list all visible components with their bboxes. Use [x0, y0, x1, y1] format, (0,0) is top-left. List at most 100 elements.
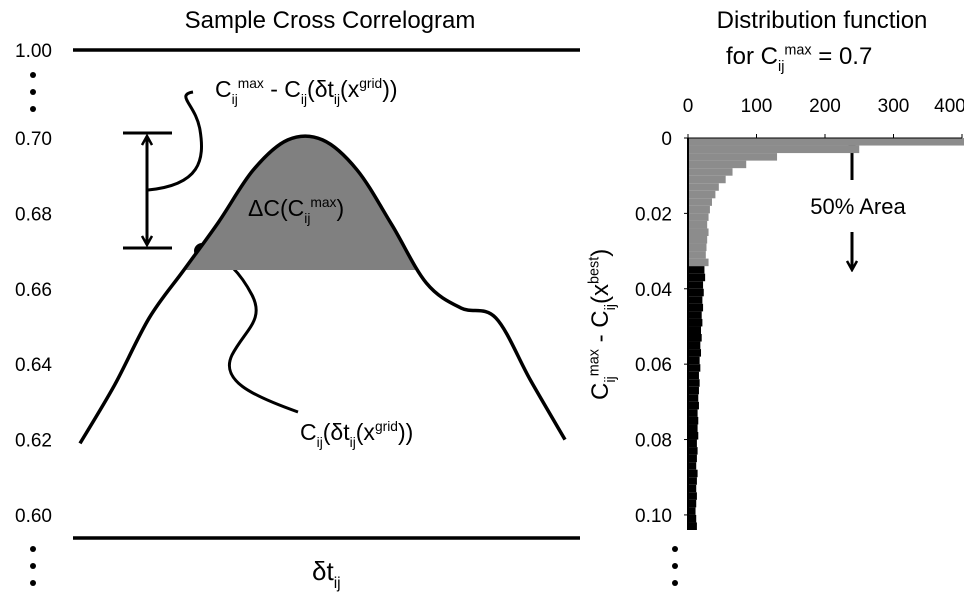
histogram-bar	[688, 514, 697, 523]
histogram-bar	[688, 296, 703, 304]
histogram-bar	[688, 492, 697, 500]
annotation: ΔC(Cijmax)	[248, 195, 344, 226]
y-axis-label-part: (x	[587, 284, 614, 304]
histogram-bar	[688, 303, 704, 312]
histogram-bar	[688, 454, 697, 463]
y-axis-label-group: Cijmax - Cij(xbest)	[586, 249, 619, 400]
histogram-bar	[688, 364, 701, 372]
y-axis-label-part: )	[587, 249, 614, 257]
histogram-bar	[688, 432, 699, 440]
annotation: Cij(δtij(xgrid))	[300, 419, 413, 450]
histogram-bar	[688, 220, 708, 229]
y-axis-label-part: - C	[587, 310, 614, 349]
histogram-bar	[688, 281, 704, 289]
y-tick-label: 0.68	[15, 204, 52, 225]
y-axis-label-part: ij	[603, 376, 619, 382]
histogram-bar	[688, 273, 706, 282]
y-axis-label-part: C	[587, 383, 614, 400]
x-tick-label: 400	[934, 96, 964, 117]
chart-subtitle: for Cijmax = 0.7	[726, 42, 872, 75]
histogram-bar	[688, 371, 699, 380]
histogram-bar	[688, 311, 702, 319]
histogram-bar	[688, 326, 702, 334]
annotation-part: ΔC(C	[248, 195, 304, 221]
annotation-part: ))	[398, 419, 413, 445]
annotation: 50% Area	[810, 194, 906, 219]
y-tick-label: 0.64	[15, 355, 52, 376]
y-axis-label-part: ij	[603, 304, 619, 310]
histogram-bar	[688, 228, 709, 236]
histogram-bar	[688, 213, 709, 221]
histogram-bar	[688, 469, 698, 478]
y-tick-label: 0.08	[635, 431, 672, 452]
axis-break-dots	[30, 72, 678, 586]
annotation-part: (δt	[323, 419, 350, 445]
y-tick-label: 0.06	[635, 355, 672, 376]
histogram-bar	[688, 447, 698, 455]
histogram-bar	[688, 349, 702, 357]
x-axis-label-part: δt	[312, 556, 334, 586]
histogram-bar	[688, 145, 860, 154]
histogram-bar	[688, 416, 699, 425]
histogram-bar	[688, 499, 697, 508]
histogram-bar	[688, 183, 719, 191]
x-tick-label: 200	[809, 96, 841, 117]
annotation-part: grid	[375, 419, 398, 434]
annotation-part: ij	[334, 92, 340, 107]
annotation-part: )	[336, 195, 344, 221]
histogram-bar	[688, 477, 697, 485]
correlogram-curve	[78, 134, 567, 445]
histogram-bar	[688, 522, 697, 530]
histogram-bar	[688, 507, 696, 515]
histogram-bar	[688, 386, 699, 395]
histogram-bar	[688, 251, 706, 259]
x-tick-label: 0	[683, 96, 694, 117]
annotation-part: (x	[356, 419, 376, 445]
y-tick-label: 1.00	[15, 41, 52, 62]
chart-subtitle-part: for C	[726, 43, 778, 70]
chart-title: Sample Cross Correlogram	[185, 7, 476, 34]
histogram-bar	[688, 401, 699, 410]
y-axis-label-part: best	[586, 257, 602, 284]
y-axis-label: Cijmax - Cij(xbest)	[586, 249, 619, 400]
annotation: Cijmax - Cij(δtij(xgrid))	[215, 76, 398, 107]
histogram-bar	[688, 424, 698, 432]
x-tick-label: 100	[741, 96, 773, 117]
y-axis-label-part: max	[586, 348, 602, 376]
histogram-bar	[688, 484, 697, 493]
annotation-part: ij	[350, 435, 356, 450]
annotation-part: grid	[359, 76, 382, 91]
histogram-bar	[688, 409, 698, 417]
histogram-bar	[688, 288, 704, 297]
annotation-part: ij	[232, 92, 238, 107]
chart-subtitle-part: = 0.7	[812, 43, 873, 70]
histogram-bar	[688, 190, 716, 199]
histogram-bar	[688, 341, 701, 350]
y-tick-label: 0	[661, 129, 672, 150]
y-tick-label: 0.04	[635, 280, 672, 301]
shaded-area	[183, 136, 418, 270]
chart-subtitle-part: max	[784, 42, 812, 58]
x-axis-label: δtij	[312, 556, 341, 592]
histogram-bar	[688, 236, 708, 244]
y-tick-label: 0.02	[635, 204, 672, 225]
histogram-bar	[688, 439, 697, 448]
histogram-bar	[688, 462, 697, 470]
annotation-part: max	[310, 195, 336, 210]
annotation-part: C	[215, 76, 232, 102]
chart-title: Distribution function	[717, 7, 928, 34]
y-tick-label: 0.66	[15, 280, 52, 301]
annotation-part: (x	[340, 76, 360, 102]
histogram-bar	[688, 160, 747, 169]
y-tick-label: 0.60	[15, 506, 52, 527]
annotation-part: ))	[382, 76, 397, 102]
histogram-bar	[688, 258, 709, 267]
histogram-bar	[688, 356, 700, 365]
histogram-bar	[688, 138, 964, 146]
annotation-part: ij	[304, 211, 310, 226]
histogram-bar	[688, 175, 726, 184]
y-tick-label: 0.62	[15, 431, 52, 452]
x-tick-label: 300	[878, 96, 910, 117]
histogram-bar	[688, 198, 712, 206]
